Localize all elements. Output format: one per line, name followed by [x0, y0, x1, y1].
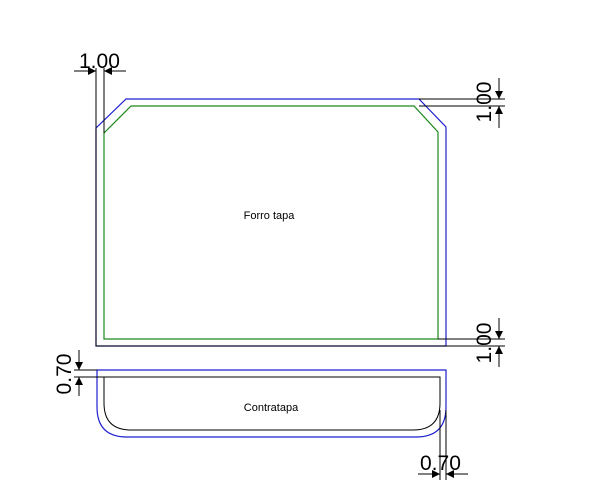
dimension-bottom-right: 1.00 [438, 318, 505, 367]
dimension-top-right-text: 1.00 [473, 82, 496, 123]
dimension-bottom-right-text: 1.00 [473, 323, 496, 364]
forro-tapa-label: Forro tapa [244, 210, 296, 222]
forro-tapa-cut-line [95, 128, 446, 347]
forro-tapa-outer-outline [95, 98, 447, 347]
forro-tapa-inner-outline [103, 105, 439, 340]
dimension-contratapa-left: 0.70 [53, 350, 104, 396]
dimension-top-left-text: 1.00 [79, 50, 120, 73]
forro-tapa-piece[interactable]: Forro tapa [95, 98, 447, 347]
contratapa-piece[interactable]: Contratapa [96, 369, 447, 438]
dimension-contratapa-left-text: 0.70 [53, 354, 76, 395]
dimension-contratapa-bottom: 0.70 [418, 410, 468, 480]
contratapa-label: Contratapa [244, 402, 299, 414]
contratapa-inner-outline [103, 376, 441, 431]
dimension-top-right: 1.00 [419, 78, 505, 128]
dimension-contratapa-bottom-text: 0.70 [420, 452, 461, 475]
dimension-top-left: 1.00 [74, 50, 126, 133]
